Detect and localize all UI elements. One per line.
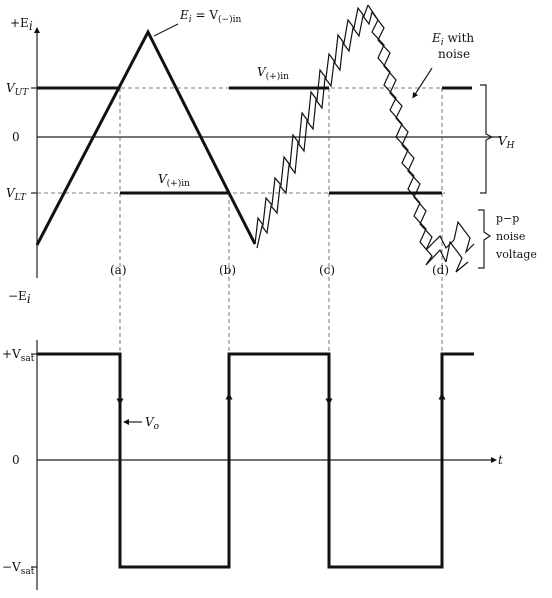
vplus-upper-label: V(+)in — [257, 65, 289, 82]
vo-label: Vo — [145, 415, 160, 432]
noise-label-line2: noise — [438, 47, 470, 61]
vh-label: VH — [498, 134, 515, 151]
pp-label-line1: p−p — [496, 212, 519, 225]
ei-noisy-tail-b — [453, 220, 475, 255]
bottom-plot — [31, 340, 497, 590]
y-axis-top-label: +Ei — [10, 16, 33, 33]
vut-label: VUT — [6, 81, 29, 98]
y-axis-bottom-label: −Ei — [8, 289, 31, 306]
t-axis-label: t — [498, 453, 503, 467]
vh-brace — [480, 84, 494, 194]
vsat-pos-label: +Vsat — [2, 347, 35, 364]
marker-d-label: (d) — [432, 263, 449, 277]
ei-pointer — [153, 23, 179, 37]
top-zero-label: 0 — [12, 130, 20, 144]
vlt-label: VLT — [6, 186, 27, 203]
marker-b-label: (b) — [219, 263, 236, 277]
top-plot — [31, 4, 500, 402]
pp-noise-brace — [478, 209, 492, 269]
marker-a-label: (a) — [110, 263, 127, 277]
pp-label-line2: noise — [496, 230, 525, 243]
vsat-neg-label: −Vsat — [2, 560, 35, 577]
ei-noisy-wave-fall-outer — [367, 4, 447, 266]
ei-noisy-wave-fall-inner — [371, 11, 455, 251]
ei-noisy-wave-rise-outer — [254, 4, 369, 245]
pp-label-line3: voltage — [495, 248, 537, 261]
noise-pointer — [412, 67, 433, 99]
noise-label-line1: Ei with — [431, 31, 474, 48]
ei-noisy-wave-rise-inner — [256, 11, 373, 249]
vo-square-wave — [37, 352, 474, 569]
vplus-lower-label: V(+)in — [158, 172, 190, 189]
ei-noisy-tail-a — [445, 240, 469, 273]
ei-triangle-wave — [35, 28, 257, 246]
marker-c-label: (c) — [319, 263, 335, 277]
bottom-zero-label: 0 — [12, 453, 20, 467]
ei-equals-label: Ei = V(−)in — [179, 8, 241, 25]
